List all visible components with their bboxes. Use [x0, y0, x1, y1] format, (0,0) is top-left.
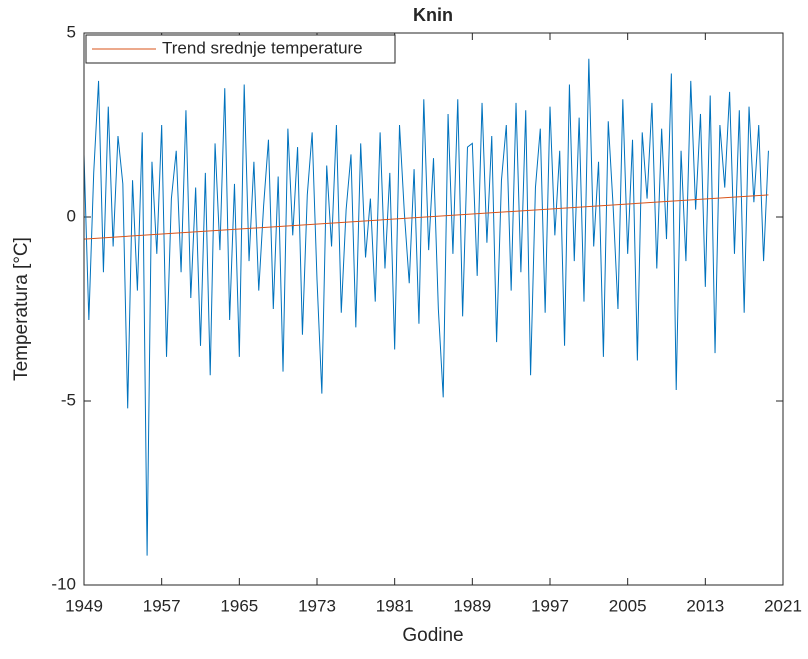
chart-title: Knin [413, 5, 453, 25]
y-tick-label: 5 [67, 22, 76, 41]
series-line [83, 194, 769, 240]
x-tick-label: 1965 [220, 596, 258, 615]
x-tick-label: 1949 [65, 596, 103, 615]
series-line [83, 58, 769, 556]
x-tick-label: 1957 [143, 596, 181, 615]
x-tick-label: 1997 [531, 596, 569, 615]
x-tick-label: 2021 [764, 596, 802, 615]
legend-label: Trend srednje temperature [162, 38, 363, 57]
x-tick-label: 2005 [609, 596, 647, 615]
x-tick-label: 1973 [298, 596, 336, 615]
x-tick-label: 1989 [453, 596, 491, 615]
y-tick-label: -10 [51, 574, 76, 593]
x-axis-label: Godine [402, 625, 463, 646]
y-axis-label: Temperatura [°C] [11, 237, 32, 381]
y-tick-label: 0 [67, 206, 76, 225]
y-tick-label: -5 [61, 390, 76, 409]
x-tick-label: 1981 [376, 596, 414, 615]
axes-box [83, 32, 784, 586]
x-tick-label: 2013 [686, 596, 724, 615]
